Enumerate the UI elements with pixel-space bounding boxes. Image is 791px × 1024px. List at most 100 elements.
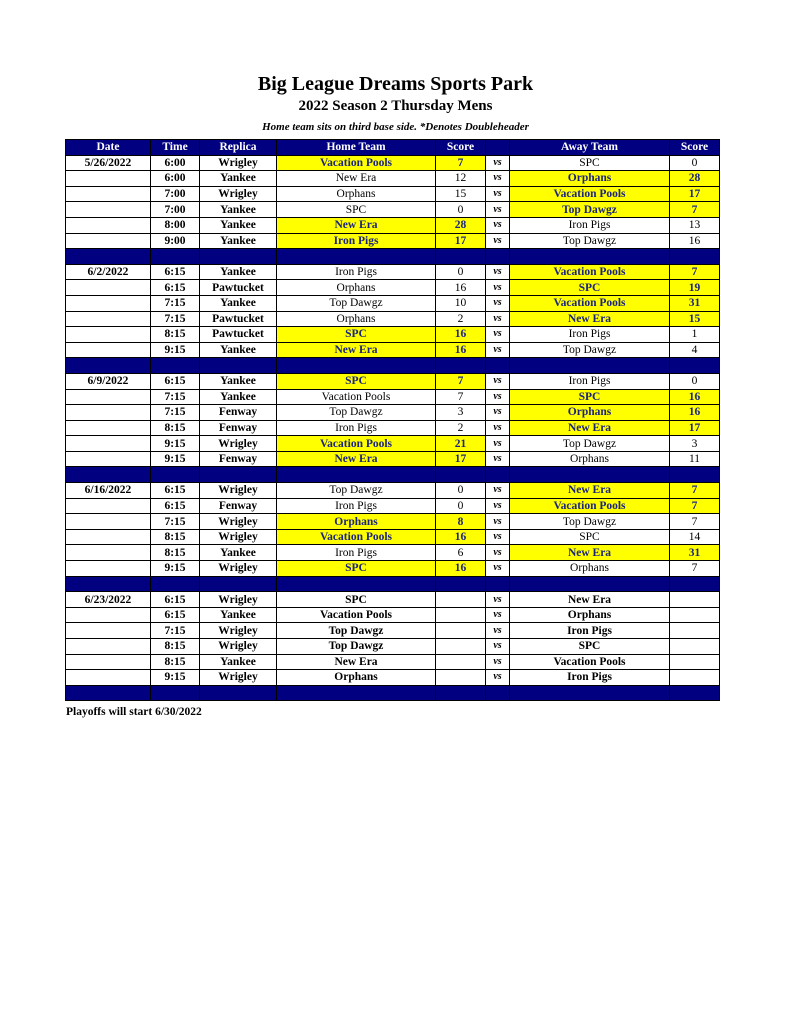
replica-cell: Fenway bbox=[199, 450, 277, 468]
away-score-cell: 7 bbox=[669, 263, 720, 281]
replica-cell: Fenway bbox=[199, 404, 277, 421]
vs-cell: vs bbox=[485, 591, 510, 608]
replica-cell: Yankee bbox=[199, 341, 277, 359]
separator-cell bbox=[509, 466, 670, 484]
replica-cell: Wrigley bbox=[199, 435, 277, 452]
home-score-cell bbox=[435, 653, 486, 671]
replica-cell: Fenway bbox=[199, 419, 277, 437]
week-separator bbox=[65, 684, 720, 702]
separator-cell bbox=[150, 575, 200, 593]
home-team-cell: Iron Pigs bbox=[276, 232, 436, 250]
time-cell: 8:15 bbox=[150, 638, 200, 655]
home-score-cell: 16 bbox=[435, 560, 486, 577]
away-team-cell: SPC bbox=[509, 388, 670, 406]
date-cell bbox=[65, 310, 151, 328]
game-row: 9:15 Wrigley Vacation Pools 21 vs Top Dawgz 3 bbox=[65, 435, 720, 452]
home-score-cell: 17 bbox=[435, 450, 486, 468]
time-cell: 6:00 bbox=[150, 170, 200, 187]
time-cell: 7:15 bbox=[150, 294, 200, 312]
time-cell: 7:15 bbox=[150, 404, 200, 421]
home-score-cell bbox=[435, 591, 486, 608]
page-title: Big League Dreams Sports Park bbox=[257, 73, 534, 95]
home-team-cell: New Era bbox=[276, 653, 436, 671]
separator-cell bbox=[199, 357, 277, 374]
vs-cell: vs bbox=[485, 232, 510, 250]
separator-cell bbox=[509, 684, 670, 702]
home-team-cell: Vacation Pools bbox=[276, 388, 436, 406]
replica-cell: Yankee bbox=[199, 544, 277, 562]
separator-cell bbox=[150, 684, 200, 702]
away-team-cell: Orphans bbox=[509, 170, 670, 187]
away-score-cell: 16 bbox=[669, 404, 720, 421]
time-cell: 9:00 bbox=[150, 232, 200, 250]
away-team-cell: Top Dawgz bbox=[509, 232, 670, 250]
away-score-cell: 7 bbox=[669, 497, 720, 515]
separator-cell bbox=[509, 248, 670, 265]
away-team-cell: Vacation Pools bbox=[509, 294, 670, 312]
home-score-cell: 7 bbox=[435, 388, 486, 406]
game-row: 6:15 Fenway Iron Pigs 0 vs Vacation Pools 7 bbox=[65, 497, 720, 515]
replica-cell: Yankee bbox=[199, 606, 277, 624]
game-row: 8:15 Wrigley Top Dawgz vs SPC bbox=[65, 638, 720, 655]
replica-cell: Wrigley bbox=[199, 185, 277, 203]
separator-cell bbox=[276, 575, 436, 593]
date-cell bbox=[65, 450, 151, 468]
away-score-cell: 7 bbox=[669, 482, 720, 499]
away-team-cell: Vacation Pools bbox=[509, 653, 670, 671]
away-team-cell: New Era bbox=[509, 310, 670, 328]
date-cell: 6/23/2022 bbox=[65, 591, 151, 608]
home-score-cell: 3 bbox=[435, 404, 486, 421]
away-score-cell: 13 bbox=[669, 216, 720, 234]
date-cell: 5/26/2022 bbox=[65, 154, 151, 172]
vs-cell: vs bbox=[485, 419, 510, 437]
home-team-cell: Orphans bbox=[276, 669, 436, 686]
separator-cell bbox=[65, 357, 151, 374]
home-score-cell: 8 bbox=[435, 513, 486, 530]
date-cell bbox=[65, 419, 151, 437]
col-date: Date bbox=[65, 139, 151, 156]
game-row: 9:15 Wrigley SPC 16 vs Orphans 7 bbox=[65, 560, 720, 577]
time-cell: 8:15 bbox=[150, 326, 200, 343]
separator-cell bbox=[65, 684, 151, 702]
replica-cell: Fenway bbox=[199, 497, 277, 515]
separator-cell bbox=[435, 357, 486, 374]
vs-cell: vs bbox=[485, 638, 510, 655]
separator-cell bbox=[150, 248, 200, 265]
vs-cell: vs bbox=[485, 326, 510, 343]
game-row: 7:00 Yankee SPC 0 vs Top Dawgz 7 bbox=[65, 201, 720, 218]
home-score-cell: 0 bbox=[435, 497, 486, 515]
date-cell bbox=[65, 606, 151, 624]
separator-cell bbox=[150, 357, 200, 374]
away-score-cell bbox=[669, 638, 720, 655]
separator-cell bbox=[199, 575, 277, 593]
game-row: 6/16/2022 6:15 Wrigley Top Dawgz 0 vs New Era 7 bbox=[65, 482, 720, 499]
time-cell: 6:15 bbox=[150, 606, 200, 624]
separator-cell bbox=[485, 248, 510, 265]
game-row: 7:15 Wrigley Top Dawgz vs Iron Pigs bbox=[65, 622, 720, 639]
vs-cell: vs bbox=[485, 341, 510, 359]
replica-cell: Wrigley bbox=[199, 482, 277, 499]
vs-cell: vs bbox=[485, 560, 510, 577]
home-team-cell: SPC bbox=[276, 560, 436, 577]
replica-cell: Wrigley bbox=[199, 638, 277, 655]
replica-cell: Yankee bbox=[199, 263, 277, 281]
week-separator bbox=[65, 466, 720, 484]
separator-cell bbox=[150, 466, 200, 484]
date-cell bbox=[65, 294, 151, 312]
week-separator bbox=[65, 575, 720, 593]
away-team-cell: Vacation Pools bbox=[509, 263, 670, 281]
home-score-cell: 0 bbox=[435, 263, 486, 281]
col-away-score: Score bbox=[669, 139, 720, 156]
separator-cell bbox=[435, 466, 486, 484]
away-score-cell: 16 bbox=[669, 232, 720, 250]
time-cell: 8:15 bbox=[150, 528, 200, 546]
date-cell bbox=[65, 216, 151, 234]
home-team-cell: Top Dawgz bbox=[276, 482, 436, 499]
time-cell: 6:15 bbox=[150, 279, 200, 296]
replica-cell: Yankee bbox=[199, 653, 277, 671]
game-row: 6:15 Yankee Vacation Pools vs Orphans bbox=[65, 606, 720, 624]
home-team-cell: SPC bbox=[276, 591, 436, 608]
time-cell: 9:15 bbox=[150, 341, 200, 359]
separator-cell bbox=[485, 684, 510, 702]
away-score-cell: 1 bbox=[669, 326, 720, 343]
